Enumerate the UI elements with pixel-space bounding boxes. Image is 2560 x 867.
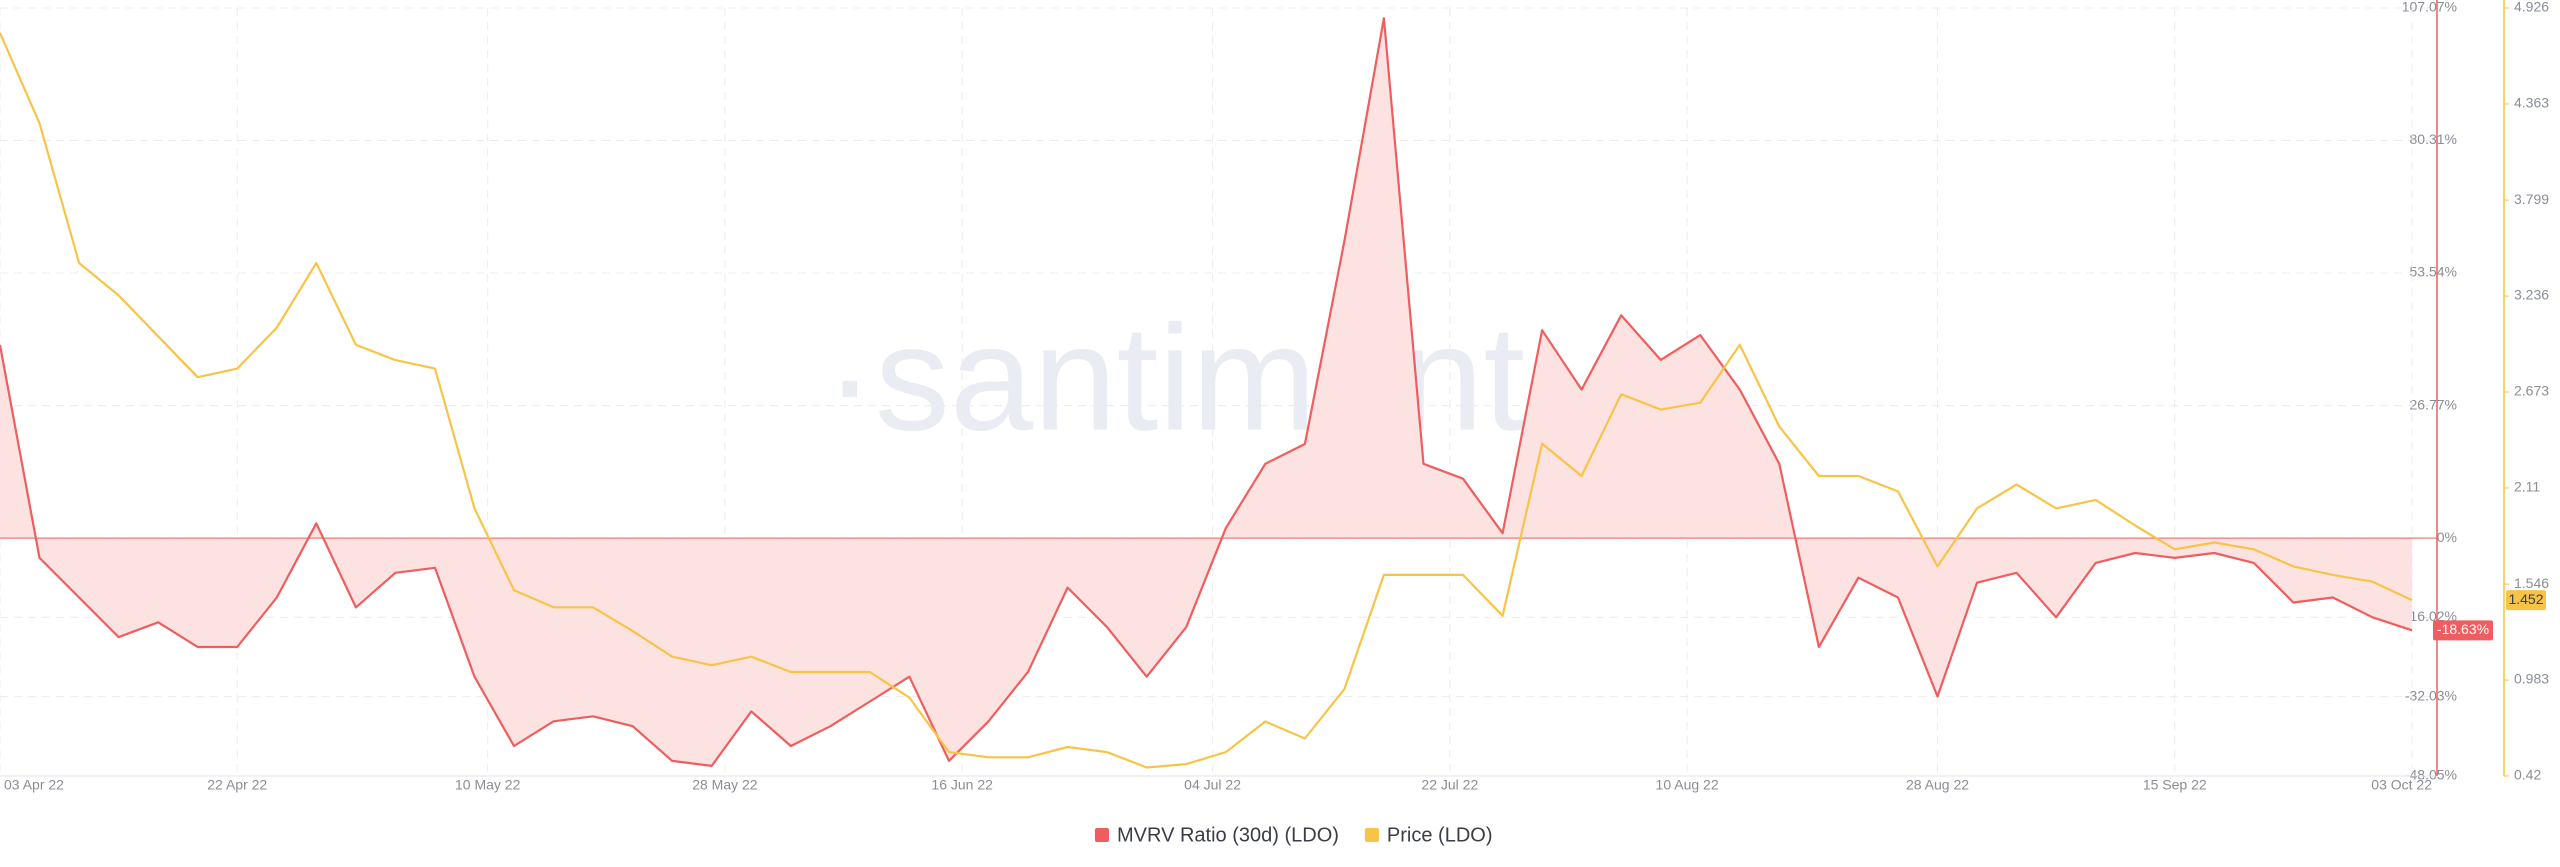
x-tick-label: 10 May 22 <box>455 777 521 793</box>
legend-swatch <box>1095 828 1109 842</box>
current-value-badge <box>2433 620 2493 641</box>
y-tick-label: -48.05% <box>2405 767 2457 783</box>
x-tick-label: 10 Aug 22 <box>1656 777 1719 793</box>
series-line <box>0 17 2413 767</box>
x-tick-label: 28 May 22 <box>692 777 758 793</box>
y2-tick-label: 2.11 <box>2514 479 2540 495</box>
y-tick-label: -32.03% <box>2405 687 2457 703</box>
y-tick-label: 80.31% <box>2410 131 2457 147</box>
y-tick-label: 53.54% <box>2410 264 2457 280</box>
legend-swatch <box>1364 828 1379 842</box>
area <box>0 18 2412 766</box>
y-tick-label: 26.77% <box>2410 396 2457 412</box>
x-tick-label: 16 Jun 22 <box>931 777 993 793</box>
y2-tick-label: 2.673 <box>2514 383 2549 399</box>
x-tick-label: 04 Jul 22 <box>1184 777 1241 793</box>
y2-tick-label: 0.983 <box>2514 671 2549 687</box>
current-value-badge <box>2506 590 2546 611</box>
current-value-label: 1.452 <box>2508 591 2543 607</box>
y-tick-label: -16.02% <box>2405 608 2457 624</box>
x-tick-label: 03 Oct 22 <box>2371 777 2432 793</box>
x-tick-label: 28 Aug 22 <box>1906 777 1969 793</box>
y2-tick-label: 4.926 <box>2514 0 2549 15</box>
x-tick-label: 15 Sep 22 <box>2143 777 2207 793</box>
series-line <box>0 32 2413 769</box>
legend-label: MVRV Ratio (30d) (LDO) <box>1117 824 1339 846</box>
x-tick-label: 22 Jul 22 <box>1421 777 1478 793</box>
y2-tick-label: 1.546 <box>2514 575 2549 591</box>
legend-label: Price (LDO) <box>1387 824 1493 846</box>
y2-tick-label: 3.236 <box>2514 287 2549 303</box>
x-tick-label: 03 Apr 22 <box>4 777 64 793</box>
y-tick-label: 0% <box>2437 529 2457 545</box>
y2-tick-label: 3.799 <box>2514 191 2549 207</box>
current-value-label: -18.63% <box>2437 621 2489 637</box>
y-tick-label: 107.07% <box>2402 0 2457 15</box>
watermark: ·santiment· <box>825 294 1575 462</box>
x-tick-label: 22 Apr 22 <box>207 777 267 793</box>
y2-tick-label: 0.42 <box>2514 767 2541 783</box>
y2-tick-label: 4.363 <box>2514 95 2549 111</box>
